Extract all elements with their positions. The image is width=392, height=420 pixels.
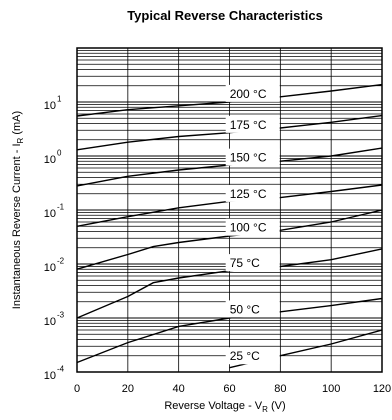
x-tick-label: 120 — [373, 383, 391, 395]
series-label-1: 175 °C — [230, 118, 267, 132]
series-label-bg — [225, 347, 280, 365]
y-tick-exponent: -1 — [57, 203, 65, 212]
y-tick-label: 10 — [44, 154, 56, 166]
x-axis-label: Reverse Voltage - VR (V) — [164, 400, 285, 414]
series-label-5: 75 °C — [230, 256, 260, 270]
y-tick-exponent: 1 — [57, 95, 62, 104]
x-tick-label: 100 — [322, 383, 340, 395]
y-tick-exponent: -3 — [57, 311, 65, 320]
y-tick-exponent: 0 — [57, 149, 62, 158]
chart-title: Typical Reverse Characteristics — [127, 8, 323, 23]
series-line-4 — [76, 209, 383, 270]
y-axis-label: Instantaneous Reverse Current - IR (mA) — [11, 111, 25, 309]
series-line-6 — [76, 297, 383, 364]
series-label-bg — [225, 84, 280, 102]
series-label-0: 200 °C — [230, 87, 267, 101]
x-tick-label: 20 — [122, 383, 134, 395]
x-tick-label: 60 — [223, 383, 235, 395]
chart-grid — [76, 48, 383, 373]
series-label-bg — [225, 115, 280, 133]
series-label-6: 50 °C — [230, 302, 260, 316]
y-tick-label: 10 — [44, 262, 56, 274]
series-label-4: 100 °C — [230, 221, 267, 235]
series-line-0 — [76, 83, 383, 117]
series-label-bg — [225, 184, 280, 202]
series-label-bg — [225, 218, 280, 236]
y-tick-label: 10 — [44, 370, 56, 382]
x-tick-label: 40 — [173, 383, 185, 395]
series-label-bg — [225, 148, 280, 166]
y-tick-label: 10 — [44, 208, 56, 220]
x-tick-labels: 0 20 40 60 80 100 120 — [74, 383, 391, 395]
series-label-7: 25 °C — [230, 349, 260, 363]
series-line-5 — [76, 248, 383, 319]
series-label-bg — [225, 300, 280, 318]
plot-frame — [76, 47, 383, 373]
y-tick-label: 10 — [44, 100, 56, 112]
x-tick-label: 80 — [274, 383, 286, 395]
x-tick-label: 0 — [74, 383, 80, 395]
series-label-3: 125 °C — [230, 187, 267, 201]
y-tick-exponent: -2 — [57, 257, 65, 266]
series-labels: 200 °C 175 °C 150 °C 125 °C 100 °C 75 °C 50 °C… — [225, 84, 280, 365]
series-label-bg — [225, 254, 280, 272]
y-tick-exponent: -4 — [57, 365, 65, 374]
series-label-2: 150 °C — [230, 151, 267, 165]
y-tick-label: 10 — [44, 316, 56, 328]
